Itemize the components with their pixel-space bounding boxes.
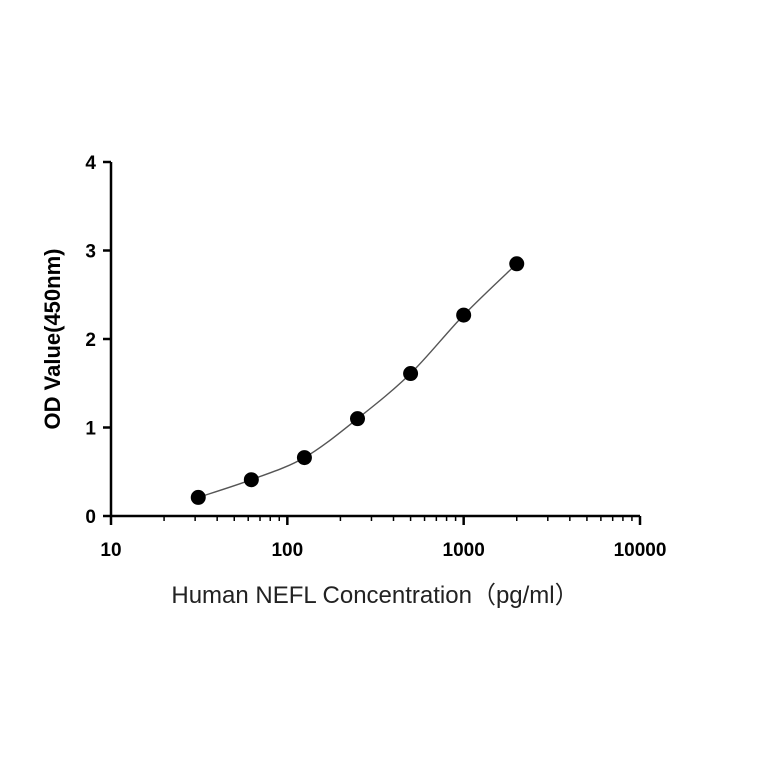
y-tick-label: 3 xyxy=(85,242,96,263)
x-tick-label: 10000 xyxy=(614,540,667,561)
x-tick-label: 1000 xyxy=(443,540,485,561)
data-point xyxy=(296,450,312,466)
y-tick-label: 4 xyxy=(85,153,96,174)
data-points-layer xyxy=(190,256,525,505)
x-tick-label: 10 xyxy=(100,540,121,561)
data-point xyxy=(243,472,259,488)
y-axis-label: OD Value(450nm) xyxy=(40,249,65,430)
x-axis-label: Human NEFL Concentration（pg/ml） xyxy=(171,582,578,609)
fit-curve xyxy=(198,263,518,499)
data-point xyxy=(456,307,472,323)
y-tick-label: 2 xyxy=(85,330,96,351)
data-point xyxy=(403,366,419,382)
x-tick-label: 100 xyxy=(271,540,303,561)
data-point xyxy=(190,489,206,505)
y-tick-label: 1 xyxy=(85,419,96,440)
axes xyxy=(109,162,640,518)
ticks: 0 1 2 3 4 10 100 1000 10000 xyxy=(85,153,666,561)
y-tick-label: 0 xyxy=(85,507,96,528)
fit-curve-layer xyxy=(198,263,518,499)
data-point xyxy=(350,411,366,427)
data-point xyxy=(509,256,525,272)
